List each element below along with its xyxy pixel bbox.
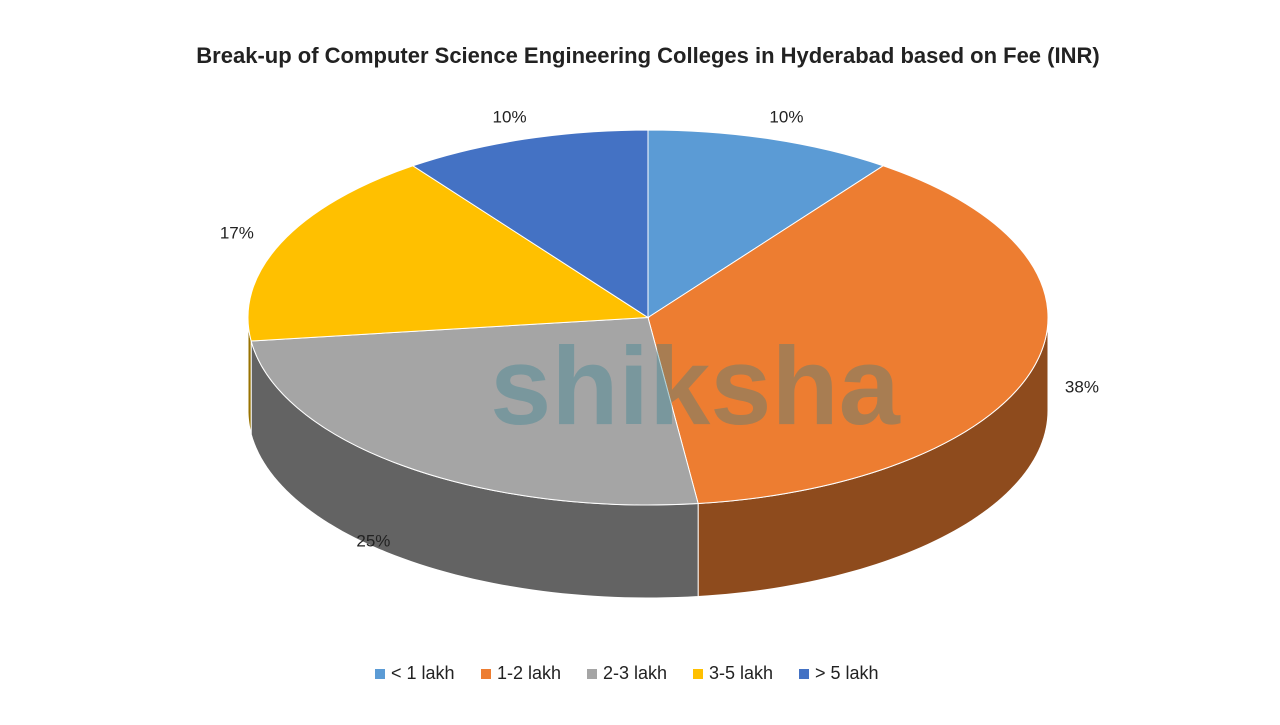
chart-title: Break-up of Computer Science Engineering… (196, 43, 1099, 68)
legend-swatch (693, 669, 703, 679)
slice (647, 165, 1049, 505)
data-label: 25% (356, 532, 390, 551)
legend-swatch (481, 669, 491, 679)
data-label: 38% (1065, 378, 1099, 397)
data-label: 10% (769, 107, 803, 126)
legend-label: 3-5 lakh (709, 663, 773, 683)
slice (250, 316, 699, 506)
watermark: shiksha (490, 325, 900, 448)
data-label: 17% (220, 224, 254, 243)
slice (411, 129, 649, 319)
legend-label: 1-2 lakh (497, 663, 561, 683)
legend-label: < 1 lakh (391, 663, 455, 683)
slice (647, 129, 885, 319)
data-label: 10% (493, 107, 527, 126)
legend-swatch (375, 669, 385, 679)
legend-swatch (799, 669, 809, 679)
slice (247, 165, 650, 342)
legend-swatch (587, 669, 597, 679)
legend-label: > 5 lakh (815, 663, 879, 683)
legend-label: 2-3 lakh (603, 663, 667, 683)
